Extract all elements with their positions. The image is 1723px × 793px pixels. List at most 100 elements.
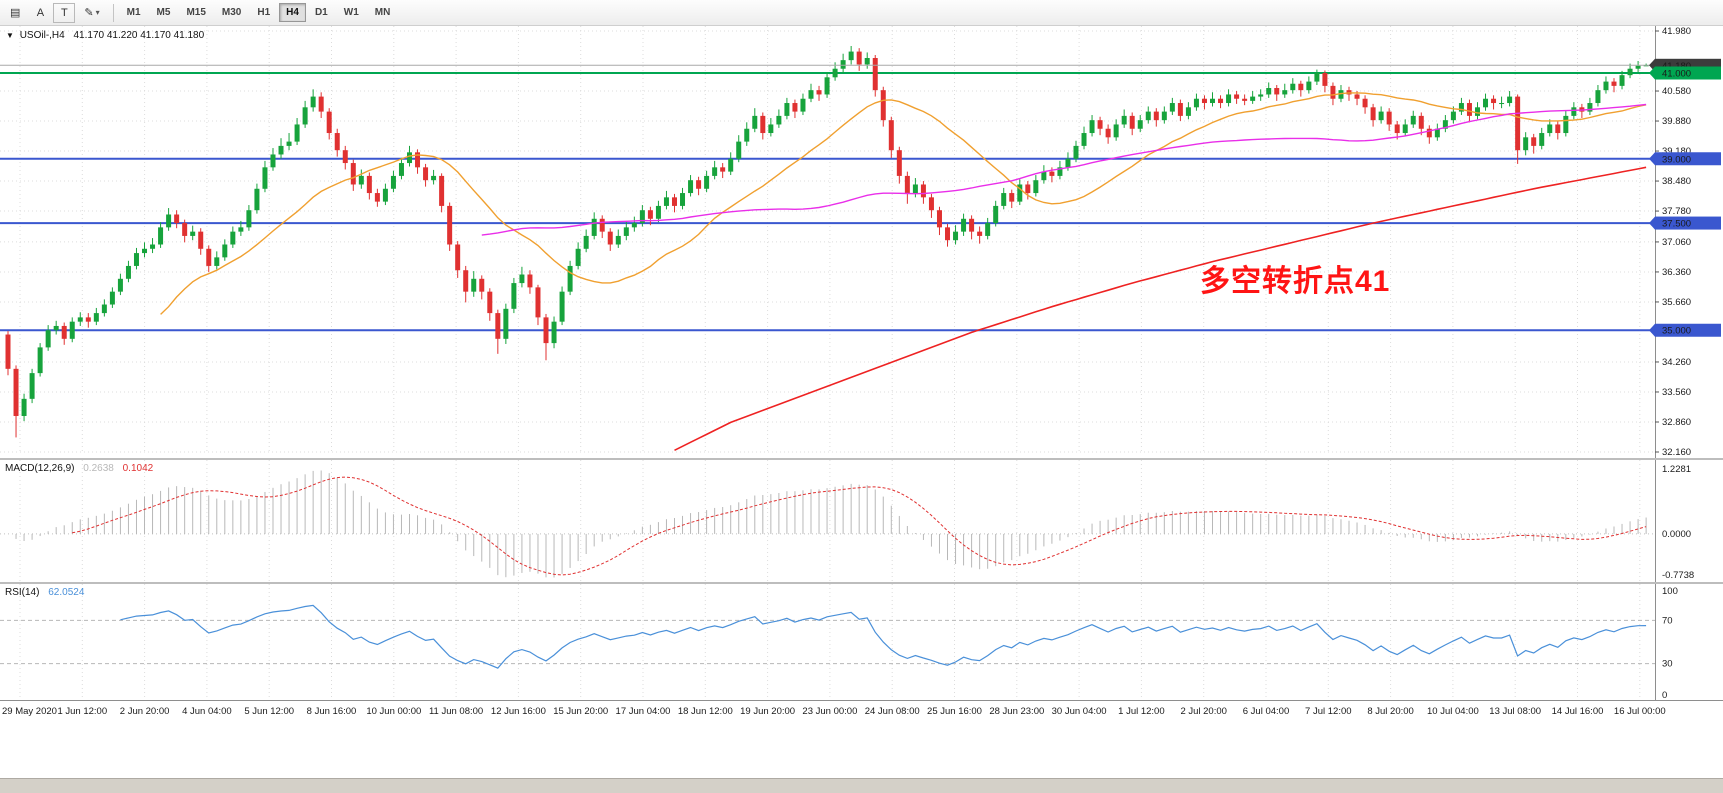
price-badge: 41.000 xyxy=(1649,66,1721,80)
quote-expander-icon[interactable]: ▼ xyxy=(6,31,14,40)
svg-text:30: 30 xyxy=(1662,659,1673,670)
time-axis-label: 2 Jun 20:00 xyxy=(119,706,170,717)
toolbar: ▤ A T ✎ ▾ M1 M5 M15 M30 H1 H4 D1 W1 MN xyxy=(0,0,1723,26)
time-axis-label: 30 Jun 04:00 xyxy=(1051,706,1107,717)
time-axis-label: 24 Jun 08:00 xyxy=(864,706,920,717)
timeframe-mn-button[interactable]: MN xyxy=(368,3,398,22)
time-axis-label: 2 Jul 20:00 xyxy=(1180,706,1227,717)
time-axis-label: 14 Jul 16:00 xyxy=(1551,706,1604,717)
time-axis-label: 18 Jun 12:00 xyxy=(677,706,733,717)
moving-averages xyxy=(160,92,1647,452)
svg-text:0.0000: 0.0000 xyxy=(1662,529,1691,540)
svg-text:41.180: 41.180 xyxy=(1662,61,1691,72)
time-axis[interactable]: 29 May 2020 1 Jun 12:00 2 Jun 20:00 4 Jun 0… xyxy=(0,700,1723,725)
ma-mid-line xyxy=(481,103,1647,236)
svg-text:39.000: 39.000 xyxy=(1662,154,1691,165)
timeframe-m15-button[interactable]: M15 xyxy=(179,3,212,22)
svg-text:34.260: 34.260 xyxy=(1662,357,1691,368)
svg-text:0: 0 xyxy=(1662,690,1667,700)
svg-text:41.980: 41.980 xyxy=(1662,26,1691,37)
time-axis-label: 28 Jun 23:00 xyxy=(989,706,1045,717)
price-badge: 39.000 xyxy=(1649,152,1721,166)
svg-text:37.780: 37.780 xyxy=(1662,206,1691,217)
pointer-tool-button[interactable]: A xyxy=(29,3,51,23)
macd-axis: 1.2281 0.0000 -0.7738 xyxy=(1655,460,1694,582)
svg-text:37.060: 37.060 xyxy=(1662,237,1691,248)
svg-text:41.000: 41.000 xyxy=(1662,69,1691,80)
svg-text:32.860: 32.860 xyxy=(1662,417,1691,428)
time-axis-label: 10 Jul 04:00 xyxy=(1427,706,1479,717)
svg-text:1.2281: 1.2281 xyxy=(1662,464,1691,475)
ma-fast-line xyxy=(160,92,1647,315)
time-axis-label: 15 Jun 20:00 xyxy=(553,706,609,717)
svg-text:35.000: 35.000 xyxy=(1662,326,1691,337)
macd-panel[interactable]: 1.2281 0.0000 -0.7738 xyxy=(0,460,1723,582)
time-axis-label: 1 Jun 12:00 xyxy=(57,706,108,717)
macd-signal-line xyxy=(72,476,1647,576)
svg-text:35.660: 35.660 xyxy=(1662,297,1691,308)
timeframe-group: M1 M5 M15 M30 H1 H4 D1 W1 MN xyxy=(119,3,399,22)
timeframe-d1-button[interactable]: D1 xyxy=(308,3,335,22)
time-axis-label: 16 Jul 00:00 xyxy=(1613,706,1666,717)
timeframe-w1-button[interactable]: W1 xyxy=(337,3,366,22)
time-axis-label: 8 Jun 16:00 xyxy=(306,706,357,717)
panel-divider-macd[interactable] xyxy=(0,458,1723,460)
main-price-chart[interactable]: 41.980 40.580 39.880 39.180 38.480 37.780 37.0… xyxy=(0,26,1723,458)
timeframe-m1-button[interactable]: M1 xyxy=(120,3,148,22)
pointer-icon: A xyxy=(36,6,45,19)
svg-text:37.500: 37.500 xyxy=(1662,219,1691,230)
time-axis-label: 7 Jul 12:00 xyxy=(1305,706,1352,717)
chevron-down-icon: ▾ xyxy=(95,8,100,17)
rsi-axis: 100 70 30 0 xyxy=(1655,584,1678,700)
grid xyxy=(0,26,1655,453)
svg-text:36.360: 36.360 xyxy=(1662,267,1691,278)
status-bar xyxy=(0,778,1723,793)
horizontal-lines xyxy=(0,72,1655,332)
grid xyxy=(0,584,1655,700)
price-badge: 35.000 xyxy=(1649,323,1721,337)
rsi-panel[interactable]: 100 70 30 0 xyxy=(0,584,1723,700)
price-axis: 41.980 40.580 39.880 39.180 38.480 37.780 37.0… xyxy=(1649,26,1721,458)
svg-text:-0.7738: -0.7738 xyxy=(1662,570,1694,581)
timeframe-m30-button[interactable]: M30 xyxy=(215,3,248,22)
ma-long-line xyxy=(674,166,1647,452)
svg-text:39.880: 39.880 xyxy=(1662,116,1691,127)
panel-divider-rsi[interactable] xyxy=(0,582,1723,584)
macd-histogram xyxy=(15,470,1647,578)
charts-grid-button[interactable]: ▤ xyxy=(3,3,27,23)
time-axis-label: 23 Jun 00:00 xyxy=(802,706,858,717)
text-tool-icon: T xyxy=(61,6,68,19)
svg-text:33.560: 33.560 xyxy=(1662,387,1691,398)
time-axis-label: 12 Jun 16:00 xyxy=(490,706,546,717)
time-axis-label: 25 Jun 16:00 xyxy=(927,706,982,717)
grid xyxy=(0,460,1655,582)
time-axis-label: 1 Jul 12:00 xyxy=(1118,706,1165,717)
time-axis-label: 17 Jun 04:00 xyxy=(615,706,671,717)
time-axis-label: 6 Jul 04:00 xyxy=(1242,706,1290,717)
time-axis-label: 5 Jun 12:00 xyxy=(244,706,295,717)
time-axis-label: 29 May 2020 xyxy=(2,706,57,717)
svg-text:40.580: 40.580 xyxy=(1662,86,1691,97)
time-axis-label: 4 Jun 04:00 xyxy=(182,706,232,717)
time-axis-label: 19 Jun 20:00 xyxy=(740,706,796,717)
time-axis-label: 11 Jun 08:00 xyxy=(428,706,484,717)
draw-tool-button[interactable]: ✎ ▾ xyxy=(77,3,106,23)
timeframe-m5-button[interactable]: M5 xyxy=(150,3,178,22)
svg-text:100: 100 xyxy=(1662,586,1678,597)
time-axis-label: 13 Jul 08:00 xyxy=(1489,706,1542,717)
time-axis-label: 8 Jul 20:00 xyxy=(1367,706,1414,717)
candlesticks xyxy=(5,46,1649,438)
timeframe-h1-button[interactable]: H1 xyxy=(250,3,277,22)
svg-text:38.480: 38.480 xyxy=(1662,176,1691,187)
toolbar-separator xyxy=(112,3,114,22)
svg-text:32.160: 32.160 xyxy=(1662,447,1691,458)
time-axis-label: 10 Jun 00:00 xyxy=(366,706,422,717)
timeframe-h4-button[interactable]: H4 xyxy=(279,3,306,22)
price-badge: 37.500 xyxy=(1649,216,1721,230)
svg-text:70: 70 xyxy=(1662,615,1673,626)
text-tool-button[interactable]: T xyxy=(53,2,76,23)
charts-grid-icon: ▤ xyxy=(10,7,21,19)
svg-text:39.180: 39.180 xyxy=(1662,146,1691,157)
pencil-icon: ✎ xyxy=(84,7,94,19)
